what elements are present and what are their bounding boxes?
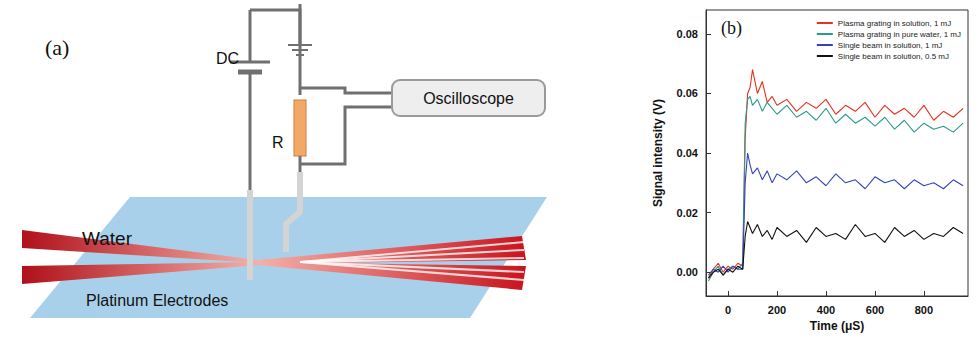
svg-text:Plasma grating in solution, 1: Plasma grating in solution, 1 mJ <box>838 19 951 28</box>
svg-text:200: 200 <box>768 304 786 316</box>
svg-text:Single beam in solution, 0.5 m: Single beam in solution, 0.5 mJ <box>838 52 949 61</box>
svg-text:Signal intensity (V): Signal intensity (V) <box>651 99 665 207</box>
svg-text:R: R <box>272 134 284 151</box>
svg-text:0.08: 0.08 <box>677 28 698 40</box>
svg-text:0.06: 0.06 <box>677 87 698 99</box>
svg-text:Oscilloscope: Oscilloscope <box>423 90 514 107</box>
svg-text:0.04: 0.04 <box>677 147 699 159</box>
svg-text:800: 800 <box>915 304 933 316</box>
svg-text:0.00: 0.00 <box>677 266 698 278</box>
svg-text:(a): (a) <box>45 35 69 60</box>
svg-text:Single beam in solution, 1 mJ: Single beam in solution, 1 mJ <box>838 41 943 50</box>
svg-text:400: 400 <box>817 304 835 316</box>
svg-text:0.02: 0.02 <box>677 207 698 219</box>
svg-text:600: 600 <box>866 304 884 316</box>
svg-text:Time (μS): Time (μS) <box>810 319 864 333</box>
svg-text:Plasma grating in pure water,: Plasma grating in pure water, 1 mJ <box>838 30 961 39</box>
svg-text:DC: DC <box>216 50 239 67</box>
svg-text:0: 0 <box>725 304 731 316</box>
svg-text:(b): (b) <box>721 18 742 39</box>
svg-text:Platinum Electrodes: Platinum Electrodes <box>86 292 228 309</box>
svg-text:Water: Water <box>82 228 133 249</box>
